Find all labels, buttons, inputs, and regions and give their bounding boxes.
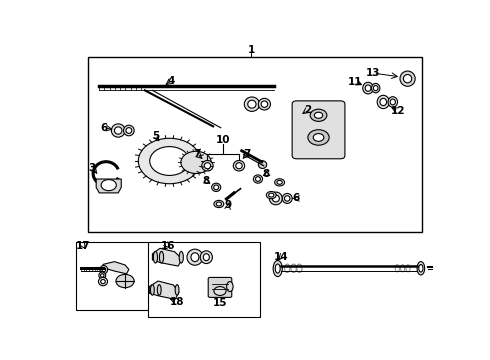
Ellipse shape bbox=[202, 161, 213, 171]
Text: 8: 8 bbox=[263, 169, 270, 179]
FancyBboxPatch shape bbox=[292, 101, 345, 159]
Circle shape bbox=[181, 151, 211, 174]
Circle shape bbox=[267, 192, 276, 199]
Text: 14: 14 bbox=[273, 252, 288, 262]
Ellipse shape bbox=[175, 285, 179, 295]
Ellipse shape bbox=[187, 249, 203, 265]
Ellipse shape bbox=[111, 124, 125, 137]
Text: 6: 6 bbox=[293, 193, 299, 203]
Ellipse shape bbox=[204, 163, 211, 169]
Ellipse shape bbox=[99, 272, 106, 279]
Ellipse shape bbox=[227, 282, 233, 292]
Ellipse shape bbox=[214, 185, 219, 190]
Ellipse shape bbox=[100, 274, 104, 277]
Ellipse shape bbox=[282, 193, 292, 203]
Ellipse shape bbox=[377, 95, 390, 109]
Circle shape bbox=[313, 134, 324, 141]
Ellipse shape bbox=[179, 251, 183, 263]
Text: 10: 10 bbox=[216, 135, 230, 145]
Ellipse shape bbox=[380, 98, 387, 105]
Ellipse shape bbox=[261, 101, 268, 107]
Circle shape bbox=[138, 138, 200, 184]
Ellipse shape bbox=[365, 85, 371, 91]
Ellipse shape bbox=[123, 125, 134, 136]
Text: 12: 12 bbox=[391, 106, 406, 116]
Ellipse shape bbox=[245, 97, 260, 111]
FancyBboxPatch shape bbox=[76, 242, 158, 310]
Circle shape bbox=[269, 193, 274, 197]
Text: 11: 11 bbox=[348, 77, 363, 87]
Circle shape bbox=[216, 202, 221, 206]
Ellipse shape bbox=[126, 128, 132, 134]
Ellipse shape bbox=[153, 251, 157, 263]
Text: 4: 4 bbox=[168, 76, 175, 86]
Circle shape bbox=[308, 130, 329, 145]
Ellipse shape bbox=[255, 177, 260, 181]
Ellipse shape bbox=[233, 161, 245, 171]
Text: 5: 5 bbox=[152, 131, 159, 141]
Text: 8: 8 bbox=[203, 176, 210, 186]
Text: 17: 17 bbox=[76, 240, 91, 251]
Ellipse shape bbox=[419, 265, 423, 272]
Polygon shape bbox=[96, 179, 121, 193]
Text: 7: 7 bbox=[244, 149, 251, 159]
FancyBboxPatch shape bbox=[148, 242, 260, 317]
Polygon shape bbox=[103, 262, 129, 274]
Ellipse shape bbox=[403, 75, 412, 83]
Ellipse shape bbox=[115, 127, 122, 134]
Ellipse shape bbox=[212, 183, 220, 192]
Ellipse shape bbox=[200, 251, 212, 264]
Ellipse shape bbox=[258, 98, 270, 110]
Text: 7: 7 bbox=[194, 149, 201, 159]
Circle shape bbox=[116, 274, 134, 288]
Ellipse shape bbox=[102, 267, 106, 272]
Ellipse shape bbox=[388, 97, 397, 107]
Circle shape bbox=[150, 147, 189, 175]
Ellipse shape bbox=[400, 71, 415, 86]
Ellipse shape bbox=[98, 278, 108, 286]
Polygon shape bbox=[149, 281, 179, 299]
Ellipse shape bbox=[159, 251, 164, 263]
Ellipse shape bbox=[101, 279, 105, 284]
Text: 1: 1 bbox=[247, 45, 255, 55]
Circle shape bbox=[277, 180, 282, 184]
Circle shape bbox=[275, 179, 285, 186]
Ellipse shape bbox=[253, 175, 263, 183]
Ellipse shape bbox=[191, 253, 199, 262]
Ellipse shape bbox=[417, 262, 425, 275]
Polygon shape bbox=[152, 248, 182, 266]
Ellipse shape bbox=[100, 266, 108, 274]
Ellipse shape bbox=[203, 254, 209, 261]
Text: 18: 18 bbox=[170, 297, 184, 307]
Ellipse shape bbox=[275, 264, 280, 273]
Ellipse shape bbox=[270, 192, 282, 205]
Ellipse shape bbox=[150, 285, 154, 295]
Text: 6: 6 bbox=[100, 123, 107, 133]
Circle shape bbox=[315, 112, 323, 118]
Text: 16: 16 bbox=[160, 240, 175, 251]
FancyBboxPatch shape bbox=[88, 57, 422, 232]
Ellipse shape bbox=[248, 100, 256, 108]
Text: 15: 15 bbox=[213, 298, 227, 308]
Circle shape bbox=[214, 201, 224, 208]
Ellipse shape bbox=[285, 196, 290, 201]
Text: 2: 2 bbox=[304, 105, 311, 115]
Circle shape bbox=[101, 180, 116, 191]
Ellipse shape bbox=[363, 82, 373, 94]
Text: 9: 9 bbox=[225, 201, 232, 210]
Ellipse shape bbox=[258, 161, 267, 168]
Ellipse shape bbox=[236, 163, 242, 169]
Ellipse shape bbox=[373, 86, 378, 91]
Circle shape bbox=[214, 287, 226, 296]
Ellipse shape bbox=[371, 84, 380, 93]
FancyBboxPatch shape bbox=[208, 278, 232, 297]
Text: 13: 13 bbox=[366, 68, 381, 78]
Ellipse shape bbox=[157, 285, 161, 295]
Ellipse shape bbox=[390, 99, 395, 105]
Ellipse shape bbox=[272, 195, 279, 202]
Ellipse shape bbox=[273, 261, 282, 276]
Circle shape bbox=[310, 109, 327, 121]
Text: 3: 3 bbox=[89, 163, 96, 173]
